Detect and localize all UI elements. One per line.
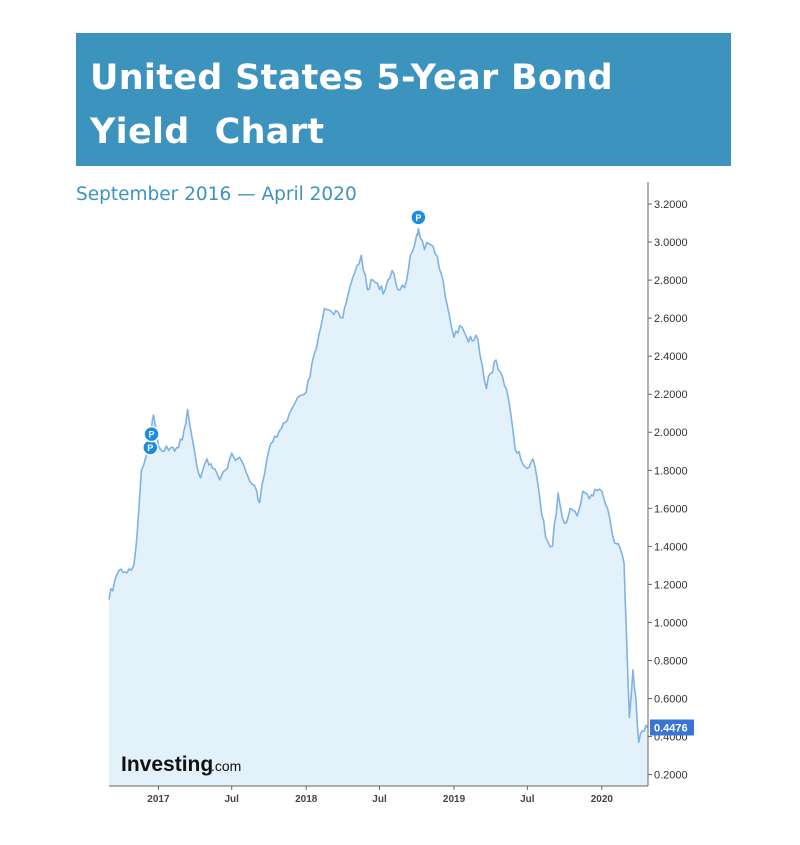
x-tick-label: 2020 bbox=[591, 794, 614, 805]
x-tick-label: 2017 bbox=[147, 794, 170, 805]
axis-layer bbox=[109, 182, 649, 787]
y-tick-label: 1.8000 bbox=[654, 465, 688, 477]
y-tick-label: 2.6000 bbox=[654, 313, 688, 325]
y-tick-label: 1.0000 bbox=[654, 617, 688, 629]
event-marker-label: P bbox=[147, 443, 153, 453]
y-tick-label: 1.4000 bbox=[654, 541, 688, 553]
y-tick-label: 2.2000 bbox=[654, 389, 688, 401]
date-range-subtitle: September 2016 — April 2020 bbox=[76, 184, 357, 205]
y-tick-label: 1.6000 bbox=[654, 503, 688, 515]
investing-logo: Investing .com bbox=[121, 753, 241, 776]
y-tick-label: 2.4000 bbox=[654, 351, 688, 363]
title-banner: United States 5-Year Bond Yield Chart bbox=[76, 33, 731, 166]
event-marker: P bbox=[143, 425, 160, 443]
area-layer bbox=[108, 227, 649, 786]
x-tick-label: 2018 bbox=[295, 794, 318, 805]
x-tick-label: 2019 bbox=[443, 794, 466, 805]
page-title: United States 5-Year Bond Yield Chart bbox=[90, 58, 613, 152]
x-axis-ticks: 2017 Jul 2018 Jul 2019 Jul 2020 bbox=[147, 786, 613, 805]
y-tick-label: 0.2000 bbox=[654, 770, 688, 782]
logo-brand: Investing bbox=[121, 753, 213, 776]
last-value-label: 0.4476 bbox=[654, 722, 688, 734]
event-marker: P bbox=[410, 209, 427, 226]
last-value-badge-group: 0.4476 bbox=[650, 719, 694, 736]
event-markers: PPP bbox=[142, 209, 427, 456]
event-marker-label: P bbox=[149, 430, 155, 440]
x-tick-label: Jul bbox=[372, 794, 387, 805]
logo-suffix: .com bbox=[211, 758, 241, 774]
x-tick-label: Jul bbox=[520, 794, 535, 805]
y-tick-label: 0.8000 bbox=[654, 655, 688, 667]
y-tick-label: 2.0000 bbox=[654, 427, 688, 439]
y-tick-label: 1.2000 bbox=[654, 579, 688, 591]
y-tick-label: 0.6000 bbox=[654, 694, 688, 706]
y-axis-ticks: 0.20000.40000.60000.80001.00001.20001.40… bbox=[648, 199, 688, 782]
event-marker-label: P bbox=[415, 213, 421, 223]
y-tick-label: 3.2000 bbox=[654, 199, 688, 211]
y-tick-label: 3.0000 bbox=[654, 237, 688, 249]
event-marker-dot bbox=[410, 209, 427, 226]
yield-line bbox=[108, 227, 649, 744]
x-tick-label: Jul bbox=[224, 794, 239, 805]
area-fill bbox=[109, 228, 648, 786]
last-value-badge bbox=[650, 719, 694, 736]
event-marker-dot bbox=[143, 425, 160, 443]
y-tick-label: 2.8000 bbox=[654, 275, 688, 287]
